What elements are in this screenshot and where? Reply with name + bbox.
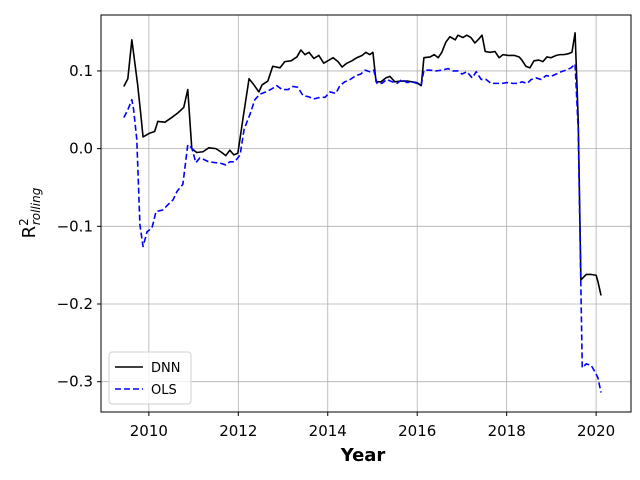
legend-box [108,351,192,405]
y-label-base: R [19,226,40,239]
x-tick-label: 2014 [309,422,347,440]
y-tick-label: −0.2 [57,295,93,313]
legend-label: DNN [151,361,180,376]
y-tick-label: −0.1 [57,217,93,235]
series-line [123,63,602,393]
legend-label: OLS [151,383,177,398]
lines [123,32,602,393]
y-tick-label: −0.3 [57,373,93,391]
x-tick-label: 2010 [130,422,168,440]
ticks: 2010 2012 2014 2016 2018 2020 0.1 0.0 −0.1 −0.2 −0… [57,62,616,440]
y-label-sup: 2 [17,218,31,226]
x-tick-label: 2018 [488,422,526,440]
x-tick-label: 2020 [577,422,615,440]
x-tick-label: 2016 [398,422,436,440]
plot-frame [100,14,632,413]
x-axis-label: Year [340,445,386,466]
y-tick-label: 0.1 [69,62,93,80]
y-axis-label: R2rolling [17,187,43,238]
x-tick-label: 2012 [219,422,257,440]
y-tick-label: 0.0 [69,140,93,158]
legend: DNN OLS [108,351,192,405]
series-line [123,32,602,296]
y-label-sub: rolling [29,187,43,225]
